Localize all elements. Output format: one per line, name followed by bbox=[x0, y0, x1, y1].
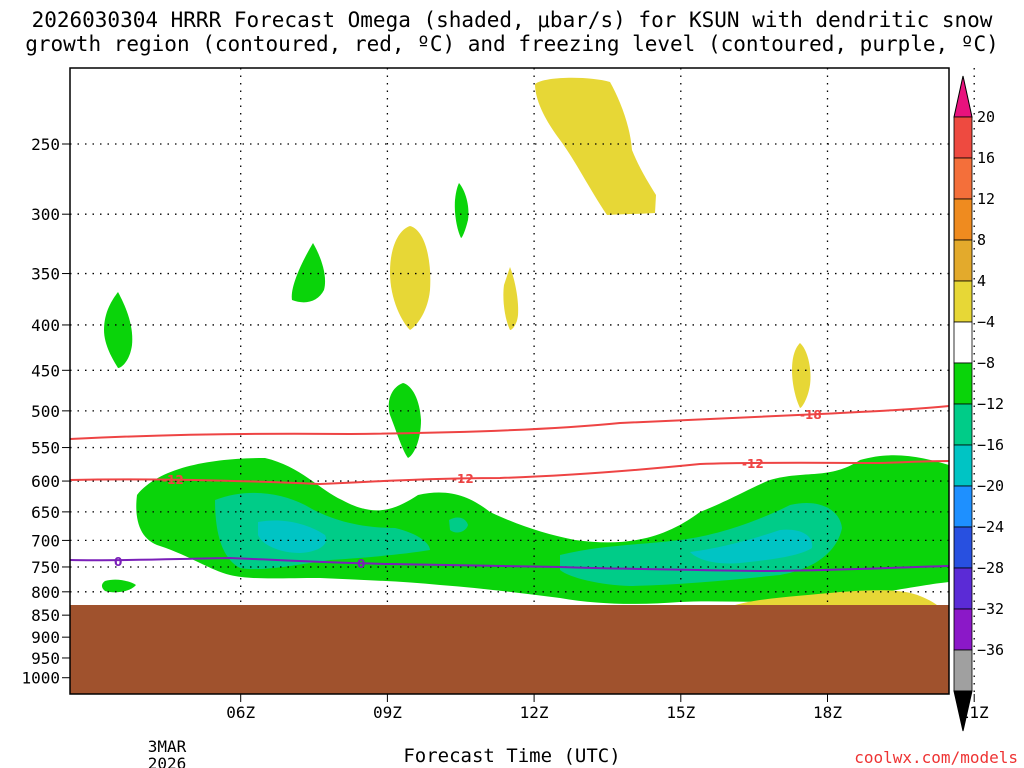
y-tick-label: 500 bbox=[31, 402, 60, 421]
colorbar-label: −12 bbox=[977, 395, 1004, 413]
colorbar-label: 12 bbox=[977, 190, 995, 208]
colorbar-swatch bbox=[953, 198, 973, 241]
omega-teal-1 bbox=[215, 492, 430, 570]
omega-green-blob-2 bbox=[291, 243, 326, 303]
colorbar-label: 20 bbox=[977, 108, 995, 126]
contour-label-red-18: -18 bbox=[800, 408, 822, 422]
colorbar-label: −4 bbox=[977, 313, 995, 331]
contour-red-18 bbox=[69, 405, 950, 440]
y-tick-label: 300 bbox=[31, 205, 60, 224]
colorbar-label: −24 bbox=[977, 518, 1004, 536]
colorbar-label: −8 bbox=[977, 354, 995, 372]
y-tick-label: 900 bbox=[31, 628, 60, 647]
y-tick-label: 750 bbox=[31, 558, 60, 577]
colorbar-swatch bbox=[953, 403, 973, 446]
colorbar-label: −32 bbox=[977, 600, 1004, 618]
contour-label-red-12-b: -12 bbox=[452, 472, 474, 486]
y-tick-label: 350 bbox=[31, 265, 60, 284]
colorbar-swatch bbox=[953, 321, 973, 364]
y-tick-label: 550 bbox=[31, 439, 60, 458]
plot-frame bbox=[69, 67, 950, 695]
colorbar-swatch bbox=[953, 526, 973, 569]
omega-yellow-5 bbox=[735, 590, 938, 606]
colorbar-label: −36 bbox=[977, 641, 1004, 659]
x-date-label-year: 2026 bbox=[148, 754, 187, 768]
colorbar-label: 16 bbox=[977, 149, 995, 167]
omega-green-blob-3 bbox=[454, 183, 469, 238]
colorbar-label: −20 bbox=[977, 477, 1004, 495]
colorbar-swatch bbox=[953, 567, 973, 610]
omega-green-blob-4 bbox=[388, 383, 421, 458]
source-credit: coolwx.com/models bbox=[854, 748, 1018, 767]
y-tick-label: 950 bbox=[31, 649, 60, 668]
y-tick-label: 1000 bbox=[21, 669, 60, 688]
omega-teal-3 bbox=[449, 517, 468, 533]
y-tick-label: 700 bbox=[31, 531, 60, 550]
x-tick-label: 18Z bbox=[813, 703, 842, 722]
omega-cyan-2 bbox=[690, 529, 813, 564]
x-tick-label: 12Z bbox=[520, 703, 549, 722]
omega-green-blob-5 bbox=[101, 579, 136, 593]
omega-yellow-3 bbox=[503, 267, 519, 330]
y-tick-label: 800 bbox=[31, 583, 60, 602]
x-tick-label: 09Z bbox=[373, 703, 402, 722]
omega-yellow-4 bbox=[792, 343, 811, 408]
contour-label-purple-0-b: 0 bbox=[357, 557, 365, 571]
contour-lines: -18 -12 -12 -12 0 0 bbox=[69, 405, 950, 573]
x-date-label-day: 3MAR bbox=[148, 737, 187, 756]
y-tick-label: 400 bbox=[31, 316, 60, 335]
x-axis-ticks: 06Z 09Z 12Z 15Z 18Z 21Z bbox=[226, 694, 989, 722]
omega-teal-2 bbox=[560, 502, 842, 586]
colorbar-swatch bbox=[953, 116, 973, 159]
colorbar-label: −28 bbox=[977, 559, 1004, 577]
colorbar-swatch bbox=[953, 444, 973, 487]
contour-label-red-12-c: -12 bbox=[742, 457, 764, 471]
colorbar-swatch bbox=[953, 485, 973, 528]
colorbar-swatch bbox=[953, 608, 973, 651]
colorbar-bottom-arrow bbox=[953, 690, 973, 732]
omega-green-blob-1 bbox=[104, 292, 133, 368]
colorbar-top-arrow bbox=[953, 75, 973, 118]
y-tick-label: 850 bbox=[31, 606, 60, 625]
y-tick-label: 450 bbox=[31, 361, 60, 380]
x-axis-label: Forecast Time (UTC) bbox=[403, 745, 621, 767]
colorbar-swatch bbox=[953, 239, 973, 282]
y-tick-label: 650 bbox=[31, 503, 60, 522]
y-tick-label: 600 bbox=[31, 472, 60, 491]
colorbar-label: −16 bbox=[977, 436, 1004, 454]
y-tick-label: 250 bbox=[31, 135, 60, 154]
chart-title-line-2: growth region (contoured, red, ºC) and f… bbox=[25, 32, 999, 56]
omega-cyan-1 bbox=[258, 520, 327, 553]
colorbar-label: 4 bbox=[977, 272, 986, 290]
x-tick-label: 15Z bbox=[666, 703, 695, 722]
contour-red-12 bbox=[69, 460, 950, 486]
colorbar: 20 16 12 8 4 −4 −8 −12 −16 −20 −24 −28 −32 −36 bbox=[953, 75, 1004, 732]
chart-title-line-1: 2026030304 HRRR Forecast Omega (shaded, … bbox=[31, 8, 993, 32]
contour-purple-0 bbox=[69, 556, 950, 573]
colorbar-swatch bbox=[953, 649, 973, 692]
terrain-below-surface bbox=[70, 605, 949, 694]
colorbar-label: 8 bbox=[977, 231, 986, 249]
colorbar-swatch bbox=[953, 280, 973, 323]
contour-label-red-12-a: -12 bbox=[162, 473, 184, 487]
omega-yellow-1 bbox=[535, 77, 656, 216]
x-tick-label: 06Z bbox=[226, 703, 255, 722]
colorbar-swatch bbox=[953, 362, 973, 405]
omega-yellow-2 bbox=[390, 226, 431, 330]
colorbar-swatch bbox=[953, 157, 973, 200]
y-axis-ticks: 250 300 350 400 450 500 550 600 650 700 750 800 850 9… bbox=[21, 135, 70, 688]
contour-label-purple-0-a: 0 bbox=[114, 555, 122, 569]
